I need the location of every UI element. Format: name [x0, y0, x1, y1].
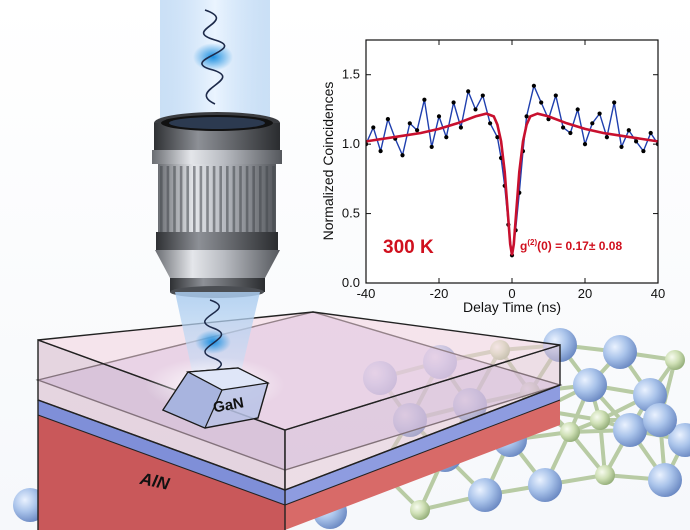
- photon-wave-top: [201, 9, 226, 105]
- g2-error: 0.08: [595, 239, 622, 253]
- g2-chart: -40 -20 0 20 400.00.51.01.5 Delay Time (ns) …: [320, 39, 665, 315]
- y-tick-label: 1.0: [342, 136, 360, 151]
- measured-point: [590, 121, 595, 126]
- x-tick-label: -20: [430, 286, 449, 301]
- measured-point: [575, 107, 580, 112]
- measured-point: [371, 125, 376, 130]
- g2-suffix: (0) = 0.17: [537, 239, 589, 253]
- measured-point: [568, 130, 573, 136]
- gan-quantum-dot: [161, 367, 270, 429]
- measured-point: [531, 83, 537, 88]
- y-tick-label: 0.0: [342, 275, 360, 290]
- measured-point: [458, 125, 463, 130]
- temperature-annotation: 300 K: [383, 237, 434, 258]
- g2-plusminus: ±: [589, 239, 596, 253]
- g2-annotation: g(2)(0) = 0.17± 0.08: [520, 238, 622, 253]
- lattice-atom-large: [643, 403, 677, 437]
- measured-point: [641, 148, 646, 154]
- fit-series-line: [366, 112, 658, 256]
- measured-point: [429, 144, 434, 150]
- photon-glow-top: [193, 43, 233, 71]
- y-tick-label: 1.5: [342, 67, 360, 82]
- measured-point: [634, 139, 639, 144]
- measured-point: [385, 117, 390, 122]
- lattice-atom-large: [648, 463, 682, 497]
- measured-point: [473, 107, 478, 112]
- measured-point: [415, 128, 420, 133]
- measured-point: [619, 144, 624, 150]
- measured-point: [378, 148, 383, 154]
- y-axis-label: Normalized Coincidences: [320, 82, 336, 241]
- measured-point: [561, 125, 566, 130]
- lattice-atom-large: [668, 423, 690, 457]
- measured-point: [524, 114, 529, 119]
- measured-point: [422, 97, 427, 102]
- measured-point: [488, 121, 493, 126]
- y-tick-label: 0.5: [342, 206, 360, 221]
- x-tick-label: -40: [357, 286, 376, 301]
- measured-point: [480, 93, 485, 98]
- measured-point: [648, 130, 653, 136]
- lattice-atom-small: [560, 422, 580, 442]
- measured-point: [604, 135, 610, 140]
- measured-point: [612, 100, 617, 105]
- measured-point: [451, 100, 456, 105]
- photon-glow-bottom: [195, 330, 231, 354]
- measured-point: [626, 128, 631, 133]
- lattice-atom-small: [590, 410, 610, 430]
- lattice-atom-large: [613, 413, 647, 447]
- measured-point: [400, 153, 405, 158]
- measured-point: [597, 111, 602, 116]
- x-tick-label: 0: [508, 286, 515, 301]
- substrate-stack: [35, 311, 563, 530]
- measured-point: [582, 142, 588, 147]
- x-tick-label: 20: [578, 286, 592, 301]
- lattice-atom-small: [595, 465, 615, 485]
- plot-background: [366, 40, 658, 283]
- measured-point: [495, 135, 500, 140]
- measured-point: [466, 89, 471, 94]
- lattice-atom-large: [528, 468, 562, 502]
- lattice-atom-small: [410, 500, 430, 520]
- measured-point: [539, 100, 544, 105]
- g2-superscript: (2): [527, 238, 537, 247]
- measured-point: [407, 121, 412, 126]
- lattice-atom-large: [573, 368, 607, 402]
- lattice-atom-large: [603, 335, 637, 369]
- lattice-atom-large: [468, 478, 502, 512]
- measured-point: [553, 93, 558, 98]
- objective-lens: [152, 112, 282, 298]
- measured-point: [444, 135, 449, 140]
- gan-label: GaN: [212, 394, 245, 416]
- g2-prefix: g: [520, 239, 527, 253]
- measured-point: [436, 114, 442, 119]
- x-axis-label: Delay Time (ns): [463, 299, 561, 315]
- lattice-atom-small: [665, 350, 685, 370]
- x-tick-label: 40: [651, 286, 665, 301]
